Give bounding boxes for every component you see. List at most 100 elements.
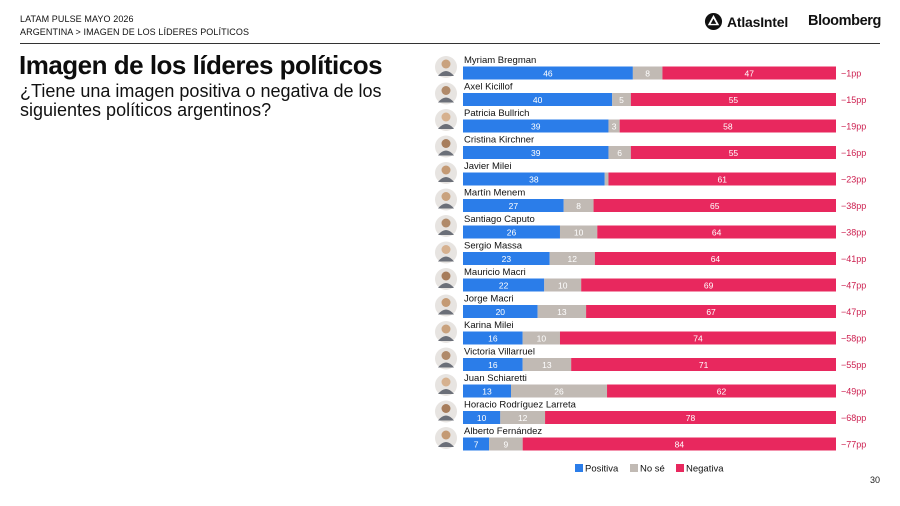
bar-positiva <box>463 225 560 239</box>
politician-name: Javier Milei <box>464 161 512 172</box>
bar-positiva <box>463 305 538 318</box>
bar-negativa <box>630 146 836 159</box>
bar-label-positiva: 16 <box>488 360 498 370</box>
bar-label-no-se: 3 <box>612 121 617 131</box>
bar-no-se <box>608 119 620 133</box>
bar-label-negativa: 55 <box>729 148 739 158</box>
politician-name: Santiago Caputo <box>464 214 535 225</box>
bar-label-positiva: 16 <box>488 333 498 343</box>
avatar <box>435 347 457 370</box>
bar-label-no-se: 5 <box>619 95 624 105</box>
bar-label-negativa: 67 <box>706 307 716 317</box>
politician-name: Martín Menem <box>464 188 525 199</box>
bar-label-no-se: 12 <box>518 413 528 423</box>
bar-positiva <box>463 252 550 265</box>
bar-no-se <box>608 146 631 159</box>
bar-label-positiva: 46 <box>543 68 553 78</box>
row-mauricio-macri: Mauricio Macri 22 10 69 −47pp <box>435 267 866 292</box>
bar-label-negativa: 78 <box>686 413 696 423</box>
avatar <box>435 294 457 317</box>
bar-negativa <box>545 411 836 424</box>
bar-label-positiva: 22 <box>499 280 509 290</box>
bar-no-se <box>489 437 523 451</box>
bar-negativa <box>522 437 836 451</box>
bar-label-negativa: 64 <box>712 227 722 237</box>
legend-label: Negativa <box>686 464 724 475</box>
avatar <box>435 400 457 423</box>
avatar <box>435 374 457 396</box>
bloomberg-logo: Bloomberg <box>808 13 881 29</box>
bar-label-positiva: 23 <box>502 254 512 264</box>
bar-no-se <box>604 172 609 186</box>
row-santiago-caputo: Santiago Caputo 26 10 64 −38pp <box>435 214 866 239</box>
politician-name: Horacio Rodríguez Larreta <box>464 400 577 411</box>
bar-positiva <box>463 278 545 292</box>
bar-positiva <box>463 384 512 398</box>
bar-no-se <box>511 384 608 398</box>
bar-negativa <box>593 199 836 212</box>
row-victoria-villarruel: Victoria Villarruel 16 13 71 −55pp <box>435 347 866 371</box>
bar-negativa <box>594 252 836 265</box>
bar-label-no-se: 9 <box>504 439 509 449</box>
avatar <box>435 109 457 131</box>
bar-label-positiva: 40 <box>533 95 543 105</box>
net-difference: −58pp <box>841 333 866 343</box>
politician-name: Alberto Fernández <box>464 426 542 437</box>
net-difference: −1pp <box>841 68 861 78</box>
bar-label-negativa: 47 <box>744 68 754 78</box>
bar-label-positiva: 39 <box>531 121 541 131</box>
politician-name: Mauricio Macri <box>464 267 526 278</box>
politician-name: Cristina Kirchner <box>464 135 534 146</box>
bar-label-positiva: 26 <box>507 227 517 237</box>
legend-item-positiva: Positiva <box>575 464 619 475</box>
bar-label-negativa: 65 <box>710 201 720 211</box>
bar-negativa <box>630 93 836 106</box>
net-difference: −47pp <box>841 280 866 290</box>
bar-no-se <box>559 225 598 239</box>
bar-label-negativa: 74 <box>693 333 703 343</box>
bar-label-no-se: 10 <box>574 227 584 237</box>
legend-swatch <box>676 464 684 472</box>
bar-no-se <box>500 411 546 424</box>
legend-swatch <box>630 464 638 472</box>
bar-label-negativa: 55 <box>729 95 739 105</box>
row-martin-menem: Martín Menem 27 8 65 −38pp <box>435 188 866 212</box>
bar-label-negativa: 64 <box>711 254 721 264</box>
net-difference: −77pp <box>841 439 866 449</box>
bar-no-se <box>522 358 572 371</box>
bar-positiva <box>463 66 633 80</box>
row-jorge-macri: Jorge Macri 20 13 67 −47pp <box>435 294 866 318</box>
net-difference: −68pp <box>841 413 866 423</box>
bar-no-se <box>549 252 595 265</box>
net-difference: −47pp <box>841 307 866 317</box>
bar-positiva <box>463 358 523 371</box>
row-juan-schiaretti: Juan Schiaretti 13 26 62 −49pp <box>435 373 866 398</box>
avatar <box>435 268 457 290</box>
bar-no-se <box>612 93 631 106</box>
net-difference: −38pp <box>841 201 866 211</box>
avatar <box>435 321 457 343</box>
net-difference: −49pp <box>841 386 866 396</box>
net-difference: −15pp <box>841 95 866 105</box>
bar-label-positiva: 10 <box>477 413 487 423</box>
bar-negativa <box>619 119 836 133</box>
net-difference: −41pp <box>841 254 866 264</box>
bar-label-no-se: 6 <box>617 148 622 158</box>
politician-name: Axel Kicillof <box>464 82 513 93</box>
bar-negativa <box>581 278 836 292</box>
bar-label-positiva: 38 <box>529 174 539 184</box>
bar-label-no-se: 13 <box>557 307 567 317</box>
bar-positiva <box>463 172 605 186</box>
bar-label-no-se: 8 <box>576 201 581 211</box>
avatar <box>435 427 457 449</box>
page-title: Imagen de los líderes políticos <box>19 50 383 80</box>
page-number: 30 <box>869 475 880 485</box>
bar-positiva <box>463 437 490 451</box>
bar-label-no-se: 10 <box>537 333 547 343</box>
bar-label-positiva: 7 <box>474 439 479 449</box>
avatar <box>435 135 457 158</box>
report-name: LATAM PULSE MAYO 2026 <box>20 14 134 24</box>
row-horacio-rodriguez-larreta: Horacio Rodríguez Larreta 10 12 78 −68pp <box>435 400 866 424</box>
politician-name: Patricia Bullrich <box>464 108 529 119</box>
